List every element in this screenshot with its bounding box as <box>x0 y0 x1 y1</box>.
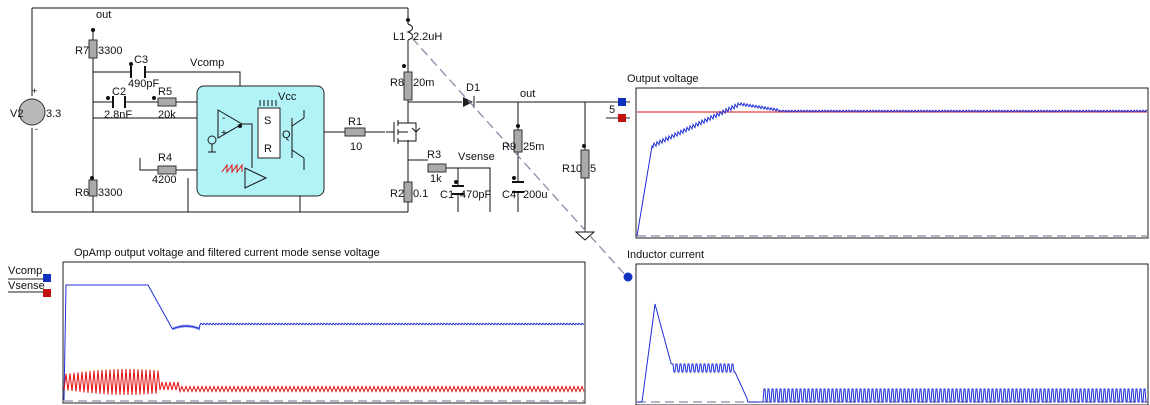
ground-icon <box>574 231 596 241</box>
r3-name: R3 <box>427 149 441 161</box>
mosfet-switch[interactable] <box>386 118 421 146</box>
resistor-r2[interactable] <box>403 181 413 203</box>
latch-s-label: S <box>264 115 271 127</box>
c2-name: C2 <box>112 86 126 98</box>
r4-name: R4 <box>158 152 172 164</box>
scope-inductor[interactable]: Inductor current <box>623 249 1149 405</box>
c1-name: C1 <box>440 189 454 201</box>
net-vcomp: Vcomp <box>190 57 224 69</box>
resistor-r4[interactable] <box>157 165 177 175</box>
scope-output-title: Output voltage <box>627 73 699 85</box>
capacitor-c2[interactable] <box>112 96 126 108</box>
r6-value: 3300 <box>98 187 122 199</box>
comparator-icon <box>244 167 268 189</box>
r5-name: R5 <box>158 86 172 98</box>
svg-text:+: + <box>221 128 227 139</box>
trace-vcomp <box>63 284 585 401</box>
scope-opamp[interactable]: OpAmp output voltage and filtered curren… <box>8 247 586 404</box>
r3-value: 1k <box>430 173 442 185</box>
probe-current-marker[interactable] <box>623 272 633 282</box>
vcc-label: Vcc <box>278 91 297 103</box>
resistor-r5[interactable] <box>157 97 177 107</box>
net-out-top: out <box>96 9 111 21</box>
resistor-r3[interactable] <box>427 163 447 173</box>
source-minus: - <box>35 124 38 134</box>
l1-name: L1 <box>393 31 405 43</box>
r9-value: 25m <box>523 141 544 153</box>
voltage-source-v2[interactable]: + - V2 3.3 <box>10 86 61 134</box>
r8-name: R8 <box>390 77 404 89</box>
capacitor-c1[interactable] <box>452 185 464 195</box>
c3-name: C3 <box>134 54 148 66</box>
opamp-icon <box>217 109 243 139</box>
scope-opamp-title: OpAmp output voltage and filtered curren… <box>74 247 380 259</box>
resistor-r6[interactable] <box>88 179 98 197</box>
c4-value: 200u <box>523 189 547 201</box>
c3-value: 490pF <box>128 78 159 90</box>
schematic[interactable] <box>31 7 620 232</box>
net-out-right: out <box>520 88 535 100</box>
resistor-r9[interactable] <box>513 129 523 153</box>
v2-value: 3.3 <box>46 108 61 120</box>
r4-value: 4200 <box>152 174 176 186</box>
inductor-l1[interactable] <box>406 23 413 41</box>
scope-inductor-title: Inductor current <box>627 249 704 261</box>
ramp-icon <box>221 163 243 174</box>
d1-name: D1 <box>466 82 480 94</box>
latch-r-label: R <box>264 143 272 155</box>
pwm-controller-block[interactable]: - + S R Q Vcc <box>196 85 325 197</box>
r5-value: 20k <box>158 109 176 121</box>
r2-value: 0.1 <box>413 188 428 200</box>
r1-value: 10 <box>350 141 362 153</box>
trace-inductor-current <box>637 303 1147 403</box>
l1-value: 2.2uH <box>413 31 442 43</box>
c2-value: 2.8nF <box>104 109 132 121</box>
diode-d1[interactable]: D1 <box>463 82 480 108</box>
r6-name: R6 <box>75 187 89 199</box>
v2-name: V2 <box>10 108 23 120</box>
r8-value: 20m <box>413 77 434 89</box>
latch-q-label: Q <box>282 129 291 141</box>
probe-vcomp-marker[interactable] <box>43 274 51 282</box>
r7-value: 3300 <box>98 45 122 57</box>
resistor-r8[interactable] <box>403 71 413 101</box>
r9-name: R9 <box>502 141 516 153</box>
r10-value: 5 <box>590 163 596 175</box>
r1-name: R1 <box>348 116 362 128</box>
trace-output-voltage <box>636 101 1148 237</box>
source-plus: + <box>32 86 37 96</box>
probe-vsense-label: Vsense <box>8 280 45 292</box>
probe-vsense-marker[interactable] <box>43 289 51 297</box>
svg-text:-: - <box>222 113 225 124</box>
r2-name: R2 <box>390 188 404 200</box>
schematic-labels: out R7 3300 C3 490pF Vcomp C2 2.8nF R5 2… <box>75 9 596 201</box>
probe-vcomp-label: Vcomp <box>8 265 42 277</box>
resistor-r1[interactable] <box>344 127 366 137</box>
probe-value-label: 5 <box>609 104 615 116</box>
net-vsense: Vsense <box>458 151 495 163</box>
probe-ref-marker[interactable] <box>618 114 626 122</box>
scope-output[interactable]: Output voltage 5 <box>606 73 1149 239</box>
resistor-r7[interactable] <box>88 39 98 59</box>
c4-name: C4 <box>502 189 516 201</box>
probe-out-marker[interactable] <box>618 98 626 106</box>
capacitor-c3[interactable] <box>130 66 146 78</box>
r10-name: R10 <box>562 163 582 175</box>
trace-vsense <box>63 368 585 396</box>
r7-name: R7 <box>75 45 89 57</box>
c1-value: 470pF <box>460 189 491 201</box>
probe-link-line <box>411 37 629 279</box>
capacitor-c4[interactable] <box>512 181 524 193</box>
sr-latch <box>257 107 281 159</box>
resistor-r10[interactable] <box>580 149 590 179</box>
